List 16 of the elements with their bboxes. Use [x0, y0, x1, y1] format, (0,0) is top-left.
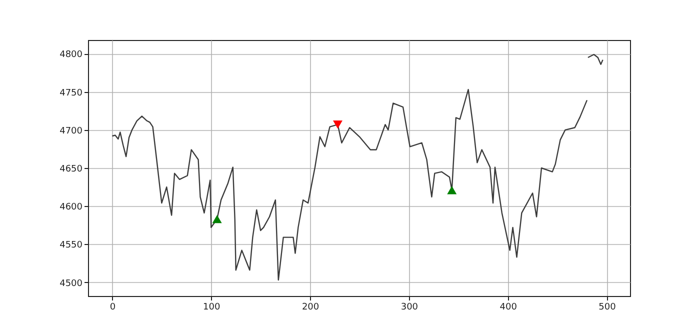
point: [332, 120, 342, 129]
point: [447, 186, 457, 194]
x-tick-label: 200: [302, 302, 320, 312]
y-tick-label: 4700: [60, 126, 83, 136]
y-tick-label: 4650: [60, 164, 83, 174]
x-tick-label: 400: [500, 302, 518, 312]
x-tick-label: 300: [400, 302, 418, 312]
y-tick-label: 4750: [60, 88, 83, 98]
point: [212, 214, 222, 224]
x-tick-label: 0: [110, 302, 116, 312]
y-tick-label: 4550: [60, 240, 83, 251]
x-tick-label: 500: [598, 302, 616, 312]
y-tick-label: 4500: [60, 278, 83, 289]
x-tick-label: 100: [203, 302, 220, 312]
y-tick-label: 4800: [60, 50, 83, 60]
y-tick-label: 4600: [60, 202, 83, 213]
